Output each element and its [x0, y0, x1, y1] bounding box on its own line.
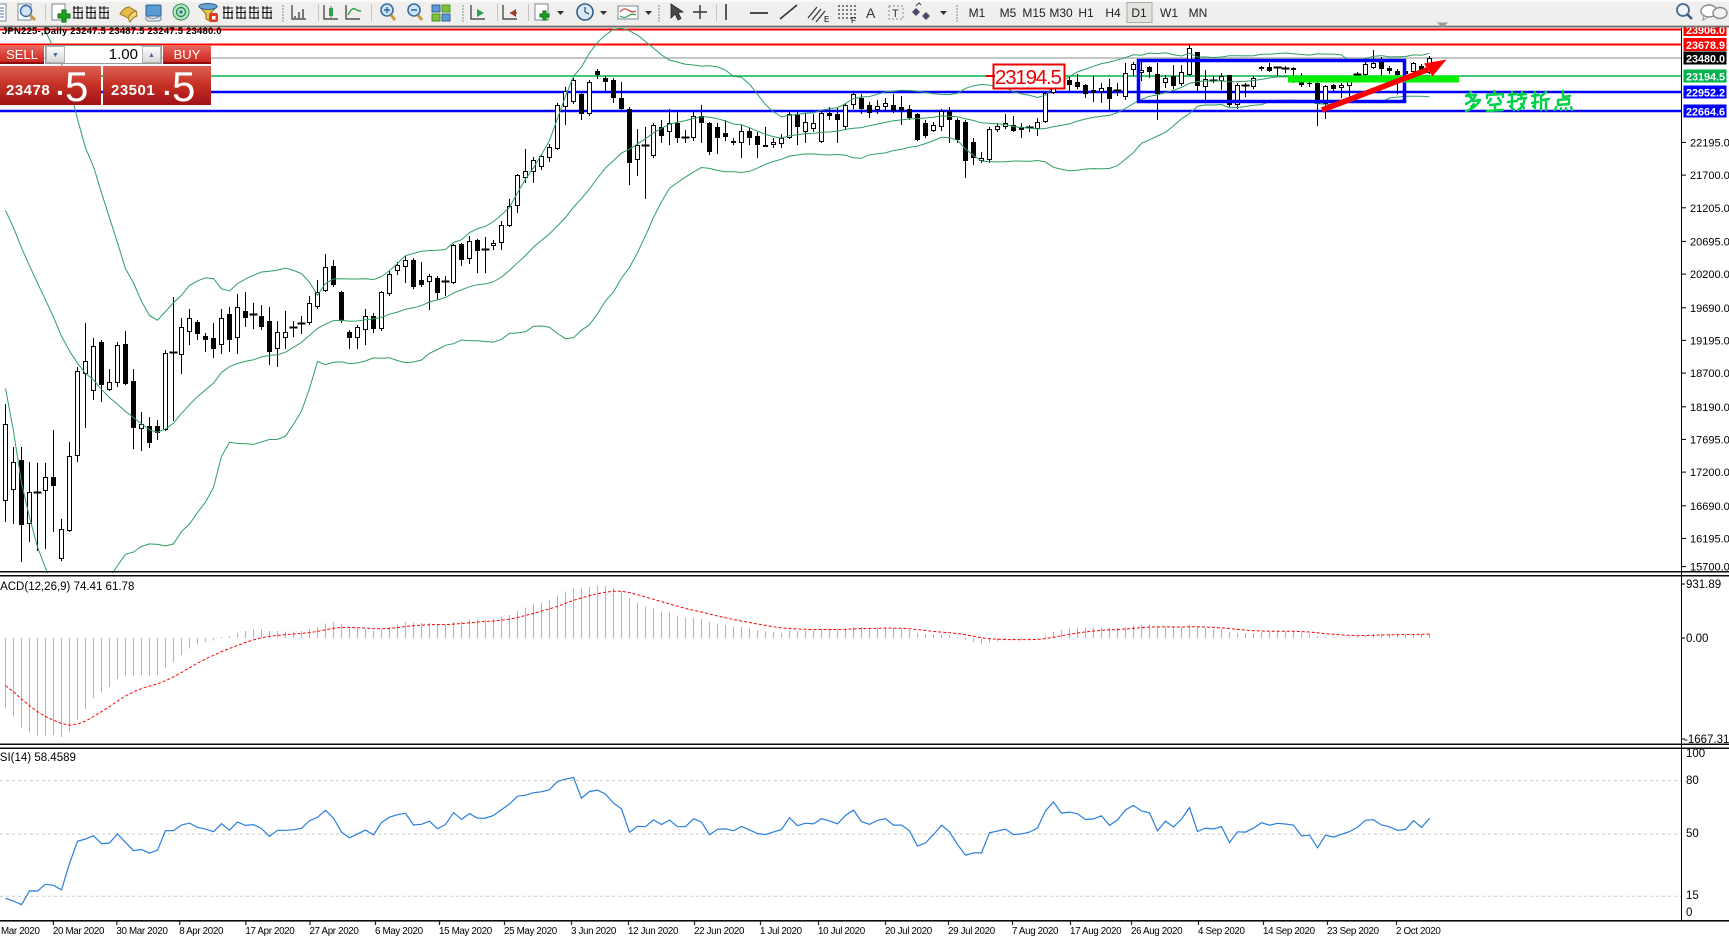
svg-text:20 Jul 2020: 20 Jul 2020 — [885, 926, 933, 937]
svg-text:T: T — [892, 8, 899, 20]
svg-text:30 Mar 2020: 30 Mar 2020 — [116, 926, 168, 937]
svg-text:-1667.31: -1667.31 — [1684, 734, 1729, 746]
svg-text:RSI(14) 58.4589: RSI(14) 58.4589 — [0, 752, 76, 764]
svg-text:23 Sep 2020: 23 Sep 2020 — [1327, 926, 1380, 937]
svg-text:23194.5: 23194.5 — [1686, 71, 1725, 83]
svg-text:15 May 2020: 15 May 2020 — [439, 926, 493, 937]
svg-text:M30: M30 — [1049, 6, 1073, 20]
svg-text:8 Apr 2020: 8 Apr 2020 — [179, 926, 224, 937]
svg-text:0.00: 0.00 — [1686, 633, 1708, 645]
svg-text:931.89: 931.89 — [1686, 579, 1721, 591]
svg-text:20 Mar 2020: 20 Mar 2020 — [53, 926, 105, 937]
svg-text:M1: M1 — [969, 6, 986, 20]
svg-text:H1: H1 — [1078, 6, 1094, 20]
svg-text:3 Jun 2020: 3 Jun 2020 — [571, 926, 617, 937]
svg-text:22195.0: 22195.0 — [1690, 137, 1729, 149]
svg-text:16195.0: 16195.0 — [1690, 533, 1729, 545]
svg-text:20695.0: 20695.0 — [1690, 236, 1729, 248]
svg-text:Mar 2020: Mar 2020 — [1, 926, 40, 937]
svg-text:19195.0: 19195.0 — [1690, 335, 1729, 347]
svg-text:12 Jun 2020: 12 Jun 2020 — [628, 926, 679, 937]
svg-text:7 Aug 2020: 7 Aug 2020 — [1012, 926, 1059, 937]
svg-text:E: E — [824, 15, 829, 24]
svg-text:29 Jul 2020: 29 Jul 2020 — [948, 926, 996, 937]
svg-text:6 May 2020: 6 May 2020 — [375, 926, 424, 937]
svg-text:25 May 2020: 25 May 2020 — [504, 926, 558, 937]
svg-text:A: A — [866, 5, 876, 21]
svg-text:H4: H4 — [1105, 6, 1121, 20]
svg-text:M15: M15 — [1022, 6, 1046, 20]
svg-text:19690.0: 19690.0 — [1690, 303, 1729, 315]
svg-text:23906.0: 23906.0 — [1686, 25, 1725, 37]
svg-text:20200.0: 20200.0 — [1690, 269, 1729, 281]
svg-text:JPN225-,Daily 23247.5 23487.5: JPN225-,Daily 23247.5 23487.5 23247.5 23… — [2, 26, 222, 37]
svg-text:17 Apr 2020: 17 Apr 2020 — [245, 926, 295, 937]
svg-text:18700.0: 18700.0 — [1690, 368, 1729, 380]
svg-text:17 Aug 2020: 17 Aug 2020 — [1070, 926, 1122, 937]
svg-text:2 Oct 2020: 2 Oct 2020 — [1396, 926, 1441, 937]
svg-text:23480.0: 23480.0 — [1686, 53, 1725, 65]
svg-text:W1: W1 — [1160, 6, 1178, 20]
svg-text:M5: M5 — [1000, 6, 1017, 20]
svg-text:27 Apr 2020: 27 Apr 2020 — [310, 926, 360, 937]
svg-text:0: 0 — [1686, 907, 1692, 919]
svg-text:1 Jul 2020: 1 Jul 2020 — [760, 926, 803, 937]
svg-text:100: 100 — [1686, 748, 1705, 760]
svg-text:21700.0: 21700.0 — [1690, 170, 1729, 182]
svg-text:23678.9: 23678.9 — [1686, 40, 1725, 52]
svg-text:15700.0: 15700.0 — [1690, 562, 1729, 574]
svg-text:MN: MN — [1189, 6, 1208, 20]
svg-text:18190.0: 18190.0 — [1690, 402, 1729, 414]
svg-text:17200.0: 17200.0 — [1690, 467, 1729, 479]
svg-text:D1: D1 — [1131, 6, 1147, 20]
svg-text:4 Sep 2020: 4 Sep 2020 — [1198, 926, 1246, 937]
svg-text:26 Aug 2020: 26 Aug 2020 — [1131, 926, 1183, 937]
svg-text:80: 80 — [1686, 775, 1699, 787]
svg-text:MACD(12,26,9) 74.41 61.78: MACD(12,26,9) 74.41 61.78 — [0, 581, 134, 593]
svg-text:10 Jul 2020: 10 Jul 2020 — [818, 926, 866, 937]
svg-text:15: 15 — [1686, 890, 1699, 902]
svg-text:14 Sep 2020: 14 Sep 2020 — [1263, 926, 1316, 937]
svg-text:22 Jun 2020: 22 Jun 2020 — [694, 926, 745, 937]
svg-text:23194.5: 23194.5 — [995, 66, 1062, 89]
svg-text:17695.0: 17695.0 — [1690, 434, 1729, 446]
svg-text:F: F — [851, 16, 856, 25]
svg-text:21205.0: 21205.0 — [1690, 203, 1729, 215]
svg-text:22664.6: 22664.6 — [1686, 106, 1725, 118]
svg-text:16690.0: 16690.0 — [1690, 501, 1729, 513]
svg-text:50: 50 — [1686, 828, 1699, 840]
svg-text:22952.2: 22952.2 — [1686, 87, 1725, 99]
